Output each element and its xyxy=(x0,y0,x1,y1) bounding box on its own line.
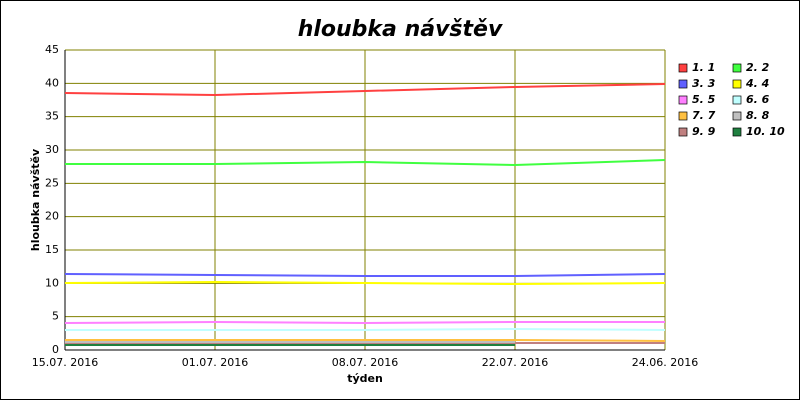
x-tick-label: 01.07. 2016 xyxy=(182,356,248,369)
x-tick-label: 24.06. 2016 xyxy=(632,356,698,369)
legend-swatch xyxy=(678,111,688,121)
series-line xyxy=(64,280,666,286)
series-line xyxy=(65,159,666,167)
legend-swatch xyxy=(678,95,688,105)
series-line xyxy=(64,83,666,97)
legend-label: 4. 4 xyxy=(745,77,769,90)
x-axis-label: týden xyxy=(347,372,383,385)
legend-swatch xyxy=(732,63,742,73)
legend-label: 3. 3 xyxy=(692,77,716,90)
x-tick-label: 08.07. 2016 xyxy=(332,356,398,369)
y-tick-label: 40 xyxy=(45,76,59,89)
y-tick-label: 45 xyxy=(45,43,59,56)
y-tick-label: 15 xyxy=(45,243,59,256)
legend-swatch xyxy=(732,79,742,89)
legend-label: 8. 8 xyxy=(746,109,770,122)
legend-label: 10. 10 xyxy=(746,125,785,138)
legend-label: 6. 6 xyxy=(746,93,770,106)
legend-label: 5. 5 xyxy=(692,93,716,106)
x-tick-label: 15.07. 2016 xyxy=(32,356,98,369)
y-tick-label: 25 xyxy=(45,176,59,189)
legend-swatch xyxy=(678,79,688,89)
series-line xyxy=(65,339,666,342)
series-line xyxy=(64,320,665,325)
legend-swatch xyxy=(732,127,742,137)
y-tick-label: 5 xyxy=(52,310,59,323)
legend-swatch xyxy=(732,95,742,105)
series-line xyxy=(65,327,666,331)
legend-swatch xyxy=(732,111,742,121)
y-tick-label: 30 xyxy=(45,143,59,156)
series-line xyxy=(64,273,666,277)
y-axis-label: hloubka návštěv xyxy=(29,148,42,251)
y-tick-label: 35 xyxy=(45,110,59,123)
y-tick-label: 20 xyxy=(45,210,59,223)
y-tick-label: 10 xyxy=(45,276,59,289)
legend-label: 7. 7 xyxy=(692,109,716,122)
legend-label: 2. 2 xyxy=(746,61,770,74)
x-tick-label: 22.07. 2016 xyxy=(482,356,548,369)
legend-label: 9. 9 xyxy=(692,125,716,138)
y-tick-label: 0 xyxy=(52,343,59,356)
legend-swatch xyxy=(678,127,688,137)
legend-swatch xyxy=(678,63,688,73)
chart-title: hloubka návštěv xyxy=(298,17,503,42)
legend-label: 1. 1 xyxy=(692,61,715,74)
